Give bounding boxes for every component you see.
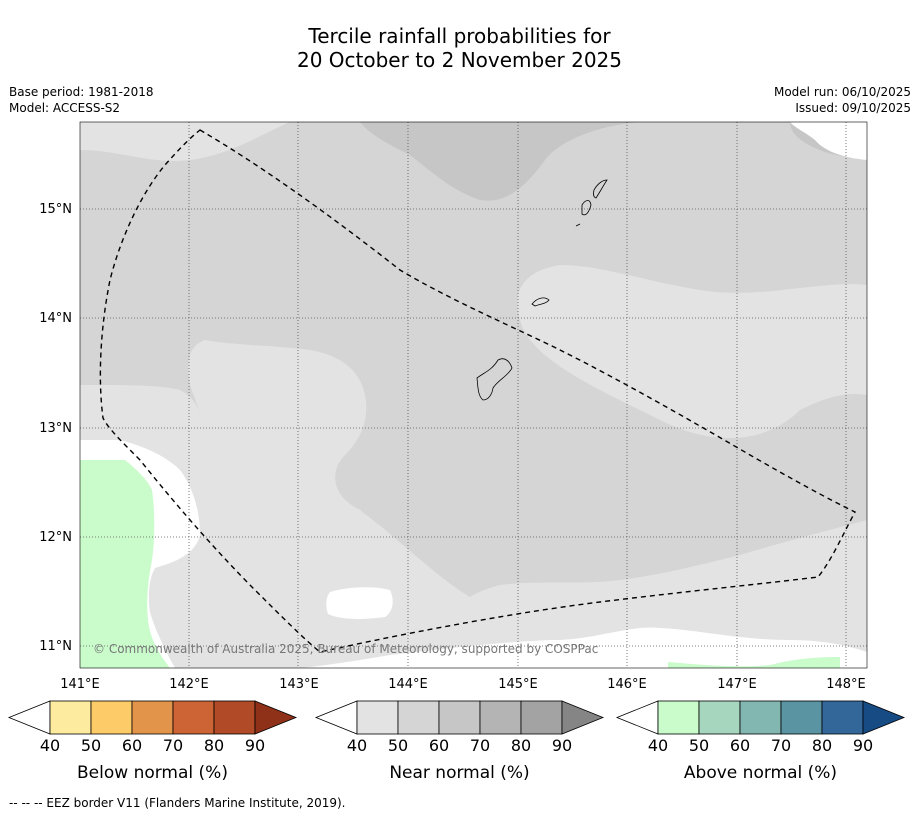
island-aguijan bbox=[575, 223, 581, 227]
region-near-50 bbox=[80, 122, 867, 597]
legend-tick-label: 50 bbox=[689, 736, 709, 755]
legend-swatch bbox=[356, 700, 399, 735]
legend-swatch bbox=[49, 700, 92, 735]
lon-label: 141°E bbox=[60, 677, 100, 692]
lon-label: 147°E bbox=[717, 677, 757, 692]
legend-swatch bbox=[479, 700, 522, 735]
legend-tick-label: 40 bbox=[40, 736, 60, 755]
region-above-40-bottom bbox=[668, 657, 840, 668]
lon-labels: 141°E 142°E 143°E 144°E 145°E 146°E 147°… bbox=[60, 677, 866, 692]
lon-label: 144°E bbox=[388, 677, 428, 692]
legend-tick-label: 70 bbox=[163, 736, 183, 755]
legend-tick-label: 60 bbox=[429, 736, 449, 755]
legend-swatch bbox=[172, 700, 215, 735]
legend-swatch bbox=[520, 700, 563, 735]
legend-swatch bbox=[90, 700, 133, 735]
legend-swatch bbox=[821, 700, 864, 735]
lon-label: 148°E bbox=[826, 677, 866, 692]
legend-tick-label: 60 bbox=[730, 736, 750, 755]
footer-note: -- -- -- EEZ border V11 (Flanders Marine… bbox=[9, 796, 346, 810]
map-frame bbox=[79, 121, 868, 669]
island-tinian bbox=[581, 200, 592, 216]
model-run: Model run: 06/10/2025 bbox=[773, 85, 911, 99]
legend-title: Above normal (%) bbox=[684, 763, 837, 783]
lat-label: 12°N bbox=[39, 530, 72, 545]
legend-tick-label: 80 bbox=[812, 736, 832, 755]
legend-title: Near normal (%) bbox=[389, 763, 529, 783]
island-saipan bbox=[593, 179, 608, 199]
legend-extend-low bbox=[7, 700, 51, 735]
legend-tick-label: 70 bbox=[470, 736, 490, 755]
islands bbox=[476, 179, 608, 401]
legend-extend-low bbox=[615, 700, 659, 735]
legend-tick-label: 60 bbox=[122, 736, 142, 755]
gridlines bbox=[80, 122, 867, 668]
legend-swatch bbox=[780, 700, 823, 735]
region-near-60-topright bbox=[790, 122, 867, 160]
legend-tick-label: 80 bbox=[204, 736, 224, 755]
legend-tick-label: 50 bbox=[388, 736, 408, 755]
legend-swatch bbox=[131, 700, 174, 735]
legend-tick-label: 90 bbox=[552, 736, 572, 755]
lon-label: 142°E bbox=[169, 677, 209, 692]
legend-extend-high bbox=[561, 700, 605, 735]
legend-extend-high bbox=[862, 700, 906, 735]
legend-tick-label: 40 bbox=[347, 736, 367, 755]
legend-swatch bbox=[397, 700, 440, 735]
legend-swatch bbox=[657, 700, 700, 735]
legend-tick-label: 90 bbox=[853, 736, 873, 755]
region-white-bottom bbox=[300, 627, 867, 668]
lat-label: 15°N bbox=[39, 202, 72, 217]
legend-swatch bbox=[438, 700, 481, 735]
lat-labels: 15°N 14°N 13°N 12°N 11°N bbox=[39, 202, 72, 654]
legend-swatch bbox=[739, 700, 782, 735]
legend-swatch bbox=[698, 700, 741, 735]
model-name: Model: ACCESS-S2 bbox=[9, 101, 121, 115]
legend-tick-label: 40 bbox=[648, 736, 668, 755]
legend-colorbar: 40 50 60 70 80 90 Below normal (%) bbox=[7, 700, 298, 783]
map-area: © Commonwealth of Australia 2025, Bureau… bbox=[80, 122, 867, 668]
issued-date: Issued: 09/10/2025 bbox=[795, 101, 911, 115]
title-line-2: 20 October to 2 November 2025 bbox=[296, 48, 623, 72]
lon-label: 146°E bbox=[607, 677, 647, 692]
lat-label: 11°N bbox=[39, 639, 72, 654]
region-white-blob bbox=[326, 587, 393, 619]
legend-swatch bbox=[213, 700, 256, 735]
region-above-40-left bbox=[80, 460, 170, 668]
title-line-1: Tercile rainfall probabilities for bbox=[308, 24, 611, 48]
island-rota bbox=[531, 297, 550, 307]
lon-label: 143°E bbox=[279, 677, 319, 692]
lat-label: 14°N bbox=[39, 311, 72, 326]
legends: 40 50 60 70 80 90 Below normal (%) 40 50 60 70 80 90… bbox=[7, 700, 906, 783]
lat-label: 13°N bbox=[39, 421, 72, 436]
legend-title: Below normal (%) bbox=[77, 763, 228, 783]
legend-extend-low bbox=[314, 700, 358, 735]
lon-label: 145°E bbox=[498, 677, 538, 692]
eez-border bbox=[99, 129, 856, 653]
region-near-60-top bbox=[360, 122, 867, 201]
legend-tick-label: 80 bbox=[511, 736, 531, 755]
legend-tick-label: 90 bbox=[245, 736, 265, 755]
legend-tick-label: 70 bbox=[771, 736, 791, 755]
legend-colorbar: 40 50 60 70 80 90 Near normal (%) bbox=[314, 700, 605, 783]
region-near-40-left bbox=[80, 385, 200, 418]
island-guam bbox=[476, 358, 513, 401]
legend-tick-label: 50 bbox=[81, 736, 101, 755]
base-period: Base period: 1981-2018 bbox=[9, 85, 154, 99]
legend-extend-high bbox=[254, 700, 298, 735]
legend-colorbar: 40 50 60 70 80 90 Above normal (%) bbox=[615, 700, 906, 783]
copyright-text: © Commonwealth of Australia 2025, Bureau… bbox=[93, 642, 598, 656]
